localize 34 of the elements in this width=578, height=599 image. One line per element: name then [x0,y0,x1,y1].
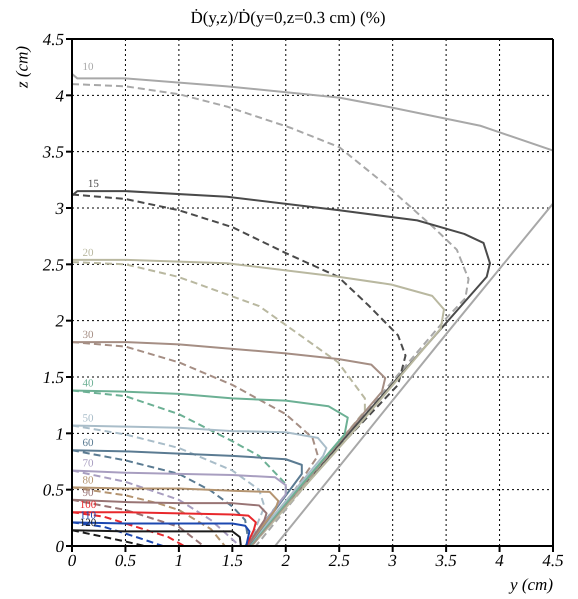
y-tick-label: 3.5 [42,142,64,162]
y-tick-label: 2.5 [42,255,64,274]
y-tick-label: 0 [56,537,64,556]
x-tick-label: 0 [68,551,77,570]
series-label: 100 [80,499,97,512]
y-tick-label: 1.5 [42,368,64,388]
x-axis-title: y (cm) [508,575,554,594]
x-tick-label: 2 [282,551,291,570]
x-tick-label: 3 [387,551,397,570]
series-label: 10 [82,60,94,73]
chart-title: Ḋ(y,z)/Ḋ(y=0,z=0.3 cm) (%) [189,8,387,29]
y-axis-title: z (cm) [12,46,32,90]
series-label: 50 [82,412,94,424]
x-tick-label: 0.5 [114,551,136,570]
x-tick-label: 4 [495,551,504,570]
x-tick-label: 4.5 [542,551,564,570]
series-label: 70 [82,458,94,470]
series-label: 80 [82,474,94,486]
series-label: 40 [82,378,94,390]
series-label: 20 [82,246,94,259]
y-tick-label: 4 [56,86,64,106]
x-tick-label: 3.5 [434,551,457,570]
y-tick-label: 4.5 [42,30,64,50]
y-tick-label: 1 [56,424,64,444]
x-tick-label: 1.5 [222,551,243,570]
series-label: 90 [82,486,94,499]
x-tick-label: 2.5 [328,551,350,570]
y-tick-label: 0.5 [42,480,64,500]
y-tick-label: 3 [54,199,64,218]
series-label: 15 [88,178,100,190]
series-label: 30 [82,329,94,342]
series-label: 60 [82,437,94,450]
x-tick-label: 1 [174,551,184,570]
y-tick-label: 2 [56,312,64,331]
